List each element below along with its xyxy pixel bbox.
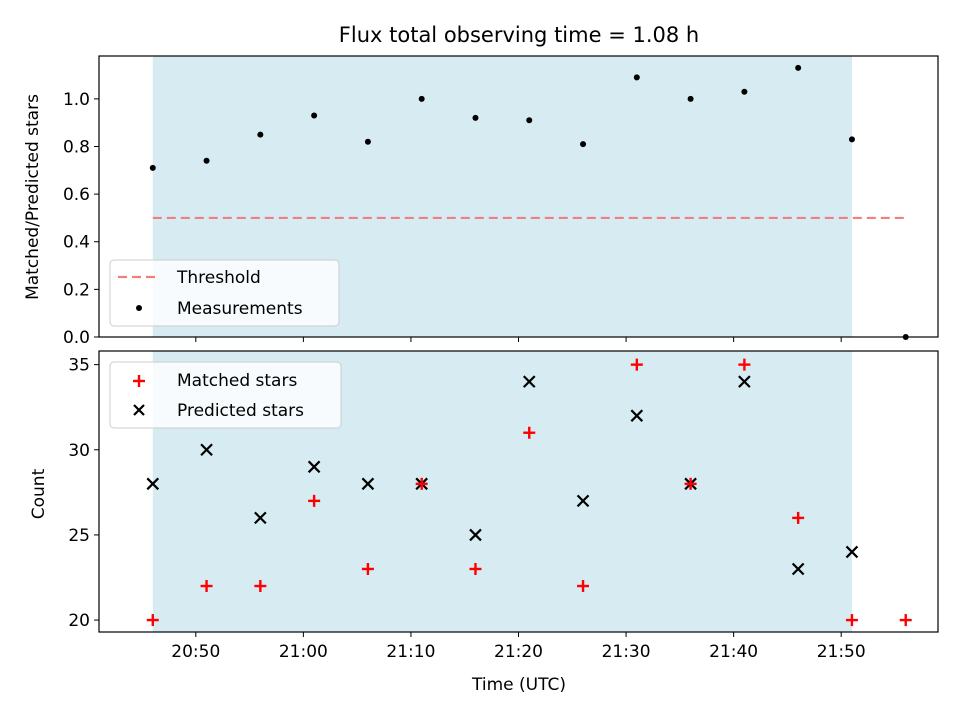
predicted-star-marker [361,477,375,491]
matched-star-marker [684,477,697,490]
measurement-point [472,114,479,121]
legend-measurements-label: Measurements [177,299,303,319]
matched-star-marker [415,477,428,490]
measurement-point [311,112,318,119]
matched-star-marker [469,562,482,575]
predicted-star-marker [845,545,859,559]
matched-star-marker [792,511,805,524]
ratio-y-tick-label: 0.8 [63,137,90,157]
count-y-tick-label: 30 [68,441,90,461]
measurement-point [203,157,210,164]
matched-star-marker [254,580,267,593]
ratio-x-ticks [195,337,842,342]
ratio-y-tick-label: 0.6 [63,185,90,205]
predicted-star-marker [469,528,482,542]
predicted-star-marker [576,494,590,508]
predicted-star-marker [200,443,213,457]
ratio-y-axis-label: Matched/Predicted stars [23,94,43,300]
legend-predicted-swatch [133,404,145,416]
x-tick-label: 21:30 [602,642,651,662]
ratio-plot-layer [149,64,909,340]
predicted-star-marker [146,477,160,491]
measurement-point [580,141,587,148]
matched-star-marker [308,494,321,507]
measurement-point [257,131,264,138]
predicted-star-marker [307,460,321,474]
matched-star-marker [577,580,590,593]
measurement-point [633,74,640,81]
predicted-star-marker [254,511,267,525]
ratio-y-tick-label: 0.4 [63,233,90,253]
ratio-y-ticks: 0.0 0.2 0.4 0.6 0.8 1.0 [63,90,99,348]
matched-star-marker [146,614,159,627]
count-legend-box [109,361,342,429]
matched-star-marker [738,358,751,371]
measurement-point [418,95,425,102]
matched-star-marker [361,562,374,575]
predicted-star-marker [630,409,644,422]
count-y-axis-label: Count [29,468,49,519]
measurement-point [687,95,694,102]
measurement-point [364,138,371,145]
ratio-y-tick-label: 0.0 [63,328,90,348]
x-tick-label: 21:20 [494,642,543,662]
ratio-y-tick-label: 1.0 [63,90,90,110]
matched-star-marker [630,358,643,371]
x-tick-label: 20:50 [171,642,220,662]
matched-star-marker [845,614,858,627]
legend-predicted-label: Predicted stars [177,401,304,421]
x-tick-label: 21:00 [279,642,328,662]
count-axes-frame [98,350,939,633]
measurement-point [741,88,748,95]
count-y-tick-label: 25 [68,526,90,546]
ratio-legend-box [109,259,340,327]
count-x-ticks: 20:50 21:00 21:10 21:20 21:30 21:40 21:50 [171,632,866,662]
matched-star-marker [523,426,536,439]
ratio-panel: 0.0 0.2 0.4 0.6 0.8 1.0 Flux total observing … [23,23,939,348]
ratio-legend: Threshold Measurements [109,259,340,327]
x-axis-label: Time (UTC) [471,675,566,695]
count-y-tick-label: 20 [68,611,90,631]
legend-matched-swatch [133,375,145,387]
measurement-point [149,164,156,171]
predicted-star-marker [738,375,751,388]
count-y-ticks: 20 25 30 35 [68,356,99,631]
count-legend: Matched stars Predicted stars [109,361,342,429]
ratio-axes-frame [98,55,939,338]
x-tick-label: 21:40 [709,642,758,662]
legend-threshold-label: Threshold [176,268,261,288]
count-plot-layer [146,358,912,627]
measurement-point [848,136,855,143]
predicted-star-marker [522,375,536,388]
legend-matched-label: Matched stars [177,371,297,391]
ratio-y-tick-label: 0.2 [63,280,90,300]
measurement-point [795,64,802,71]
x-tick-label: 21:50 [817,642,866,662]
measurement-point [526,117,533,124]
x-tick-label: 21:10 [386,642,435,662]
count-y-tick-label: 35 [68,356,90,376]
matched-star-marker [200,580,213,593]
matched-star-marker [899,614,912,627]
chart-title: Flux total observing time = 1.08 h [339,23,699,47]
predicted-star-marker [791,562,805,576]
legend-measurements-swatch [136,305,142,311]
